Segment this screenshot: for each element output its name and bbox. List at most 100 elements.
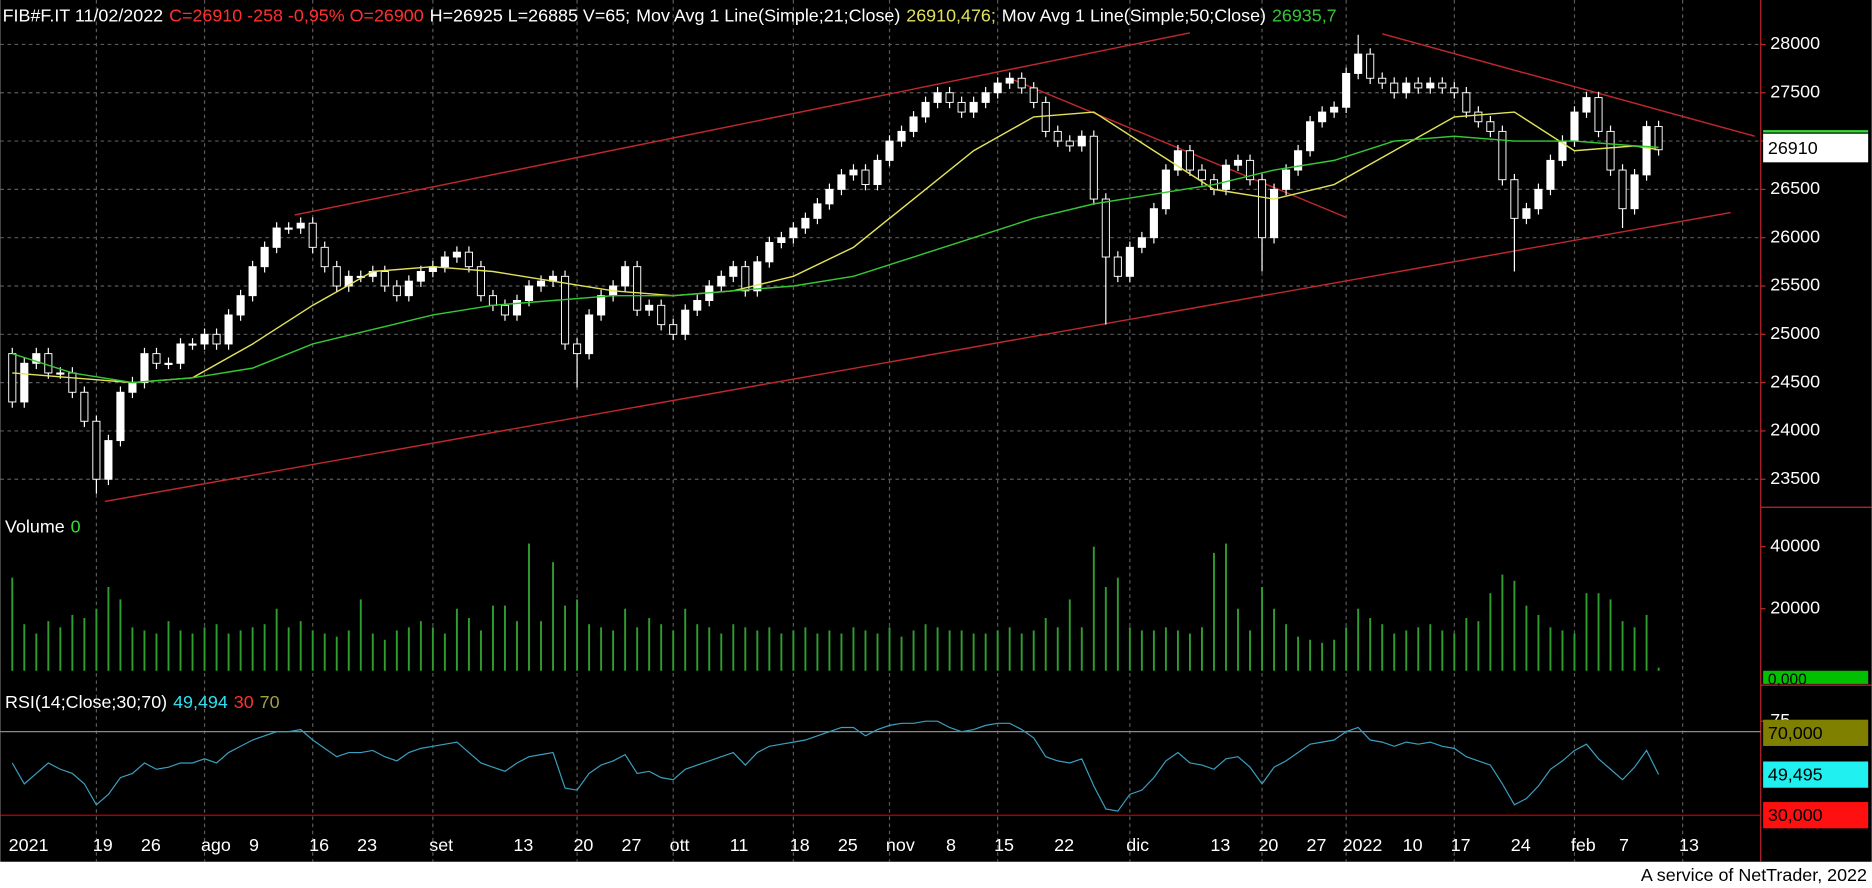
volume-bar [1273,608,1276,671]
chart-header: FIB#F.IT 11/02/2022 C=26910 -258 -0,95% O… [3,5,1337,25]
volume-bar [179,630,182,671]
volume-bar [107,586,110,671]
candle-body [1474,111,1483,123]
volume-bar [924,624,927,671]
volume-bar [660,624,663,671]
volume-bar [1080,627,1083,671]
candle-body [488,295,498,306]
candle-body [873,159,882,186]
volume-bar [936,627,939,671]
panel-title-label: Volume [5,516,65,536]
volume-bar [852,627,855,671]
volume-bar [1176,630,1179,671]
candle-body [1065,140,1074,147]
volume-bar [347,630,350,671]
candle-body [1269,188,1279,239]
volume-bar [528,543,530,671]
price-badge-bg [1763,133,1869,163]
candle-body [1534,188,1543,210]
volume-bar [131,627,134,671]
volume-bar [23,624,26,671]
volume-bar [1357,608,1360,671]
volume-bar [1225,543,1227,671]
volume-bar [491,605,494,671]
volume-bar [684,608,687,671]
volume-bar [1645,614,1648,671]
candle-body [1582,97,1591,113]
volume-bar [59,627,62,671]
candle-body [1185,150,1194,171]
rsi-badge: 30,000 [1768,805,1823,825]
candle-body [1498,130,1507,181]
candle-body [801,217,810,229]
volume-bar [888,627,891,671]
volume-bar [1657,667,1660,671]
candle-body [885,140,894,161]
volume-bar [636,627,639,671]
candle-body [729,266,738,277]
candle-body [1306,121,1315,152]
volume-bar [1549,627,1552,671]
volume-bar [71,614,74,671]
x-tick-label: 13 [513,835,533,855]
volume-bar [912,630,915,671]
x-tick-label: 16 [309,835,329,855]
candle-body [464,251,473,268]
volume-bar [443,633,446,671]
candle-body [200,333,209,345]
candle-body [1041,101,1050,132]
volume-bar [1537,614,1540,671]
volume-bar [516,621,518,671]
candle-body [1089,135,1098,200]
volume-bar [1333,639,1336,671]
volume-bar [1417,627,1420,671]
candle-body [981,92,990,103]
volume-bar [1056,627,1059,671]
candle-body [777,237,786,243]
volume-bar [1213,552,1215,671]
candle-body [260,246,269,268]
candle-body [80,391,89,422]
volume-bar [1597,593,1600,671]
volume-bar [1020,633,1023,671]
y-tick-label: 26500 [1770,178,1820,198]
volume-bar [1140,630,1143,671]
candle-body [621,266,630,287]
volume-bar [504,605,506,671]
candle-body [849,169,858,176]
candle-body [296,222,305,229]
candle-body [1221,164,1231,190]
candle-body [969,101,978,113]
candle-body [909,116,918,132]
candle-body [1426,82,1435,89]
volume-bar [215,624,218,671]
candle-body [1354,53,1363,74]
volume-bar [263,624,266,671]
volume-bar [11,577,14,671]
x-tick-label: 20 [1258,835,1278,855]
volume-bar [1200,627,1203,671]
candle-body [573,343,582,355]
x-tick-label: 27 [1307,835,1327,855]
candle-body [1450,87,1459,94]
volume-bar [1489,593,1492,671]
volume-bar [275,608,278,671]
candle-body [1462,92,1471,113]
volume-bar [1513,580,1516,671]
x-tick-label: 15 [994,835,1014,855]
volume-bar [960,630,963,671]
y-tick-label: 25500 [1770,275,1820,295]
x-tick-label: ott [670,835,690,855]
candle-body [8,353,17,403]
candle-body [633,266,642,311]
panel-legend: 70 [260,692,280,712]
x-tick-label: 7 [1619,835,1629,855]
volume-bar [1164,627,1167,671]
candle-body [945,92,954,103]
volume-bar [1393,633,1396,671]
volume-bar [1429,624,1432,671]
candle-body [1570,111,1579,142]
candle-body [957,101,966,113]
candle-body [20,362,29,403]
volume-bar [155,633,158,671]
